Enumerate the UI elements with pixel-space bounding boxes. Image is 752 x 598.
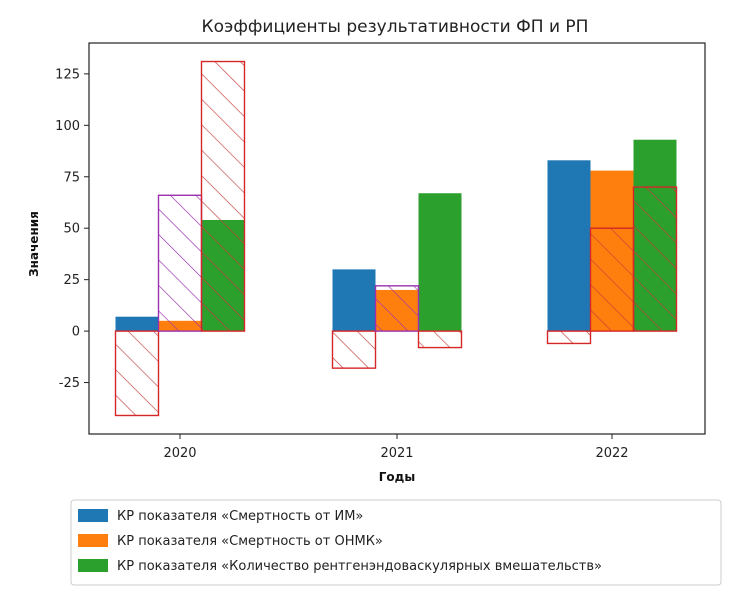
legend-label: КР показателя «Смертность от ИМ» (117, 509, 363, 524)
legend-label: КР показателя «Количество рентгенэндовас… (117, 559, 602, 574)
x-tick-label: 2020 (163, 446, 196, 461)
x-tick-label: 2021 (380, 446, 413, 461)
y-tick-label: 125 (55, 67, 80, 82)
x-tick-label: 2022 (595, 446, 628, 461)
hatched-bar (200, 60, 246, 332)
bar (115, 316, 159, 332)
hatched-bar (632, 186, 678, 332)
bar (547, 160, 591, 332)
y-tick-label: 25 (63, 273, 80, 288)
legend-swatch (78, 534, 108, 547)
bar (332, 269, 376, 332)
legend-swatch (78, 559, 108, 572)
y-axis-label: Значения (27, 211, 41, 277)
hatched-overlays (114, 60, 678, 417)
y-tick-label: -25 (59, 376, 80, 391)
y-tick-label: 75 (63, 170, 80, 185)
legend: КР показателя «Смертность от ИМ» КР показ… (70, 499, 722, 586)
x-axis: 2020 2021 2022 (163, 434, 629, 461)
x-axis-label: Годы (379, 470, 415, 484)
y-tick-label: 100 (55, 119, 80, 134)
hatched-bar (157, 194, 203, 332)
legend-label: КР показателя «Смертность от ОНМК» (117, 534, 383, 549)
y-tick-label: 0 (72, 325, 80, 340)
hatched-bar (589, 227, 635, 332)
legend-swatch (78, 509, 108, 522)
hatched-bar (331, 330, 377, 369)
hatched-bar (417, 330, 463, 349)
y-tick-label: 50 (63, 222, 80, 237)
bar (418, 193, 462, 332)
hatched-bar (546, 330, 592, 345)
hatched-bar (114, 330, 160, 417)
chart-title: Коэффициенты результативности ФП и РП (202, 17, 589, 37)
y-axis: -25 0 25 50 75 100 125 (55, 67, 89, 391)
legend-frame (70, 499, 722, 586)
hatched-bar (374, 285, 420, 332)
